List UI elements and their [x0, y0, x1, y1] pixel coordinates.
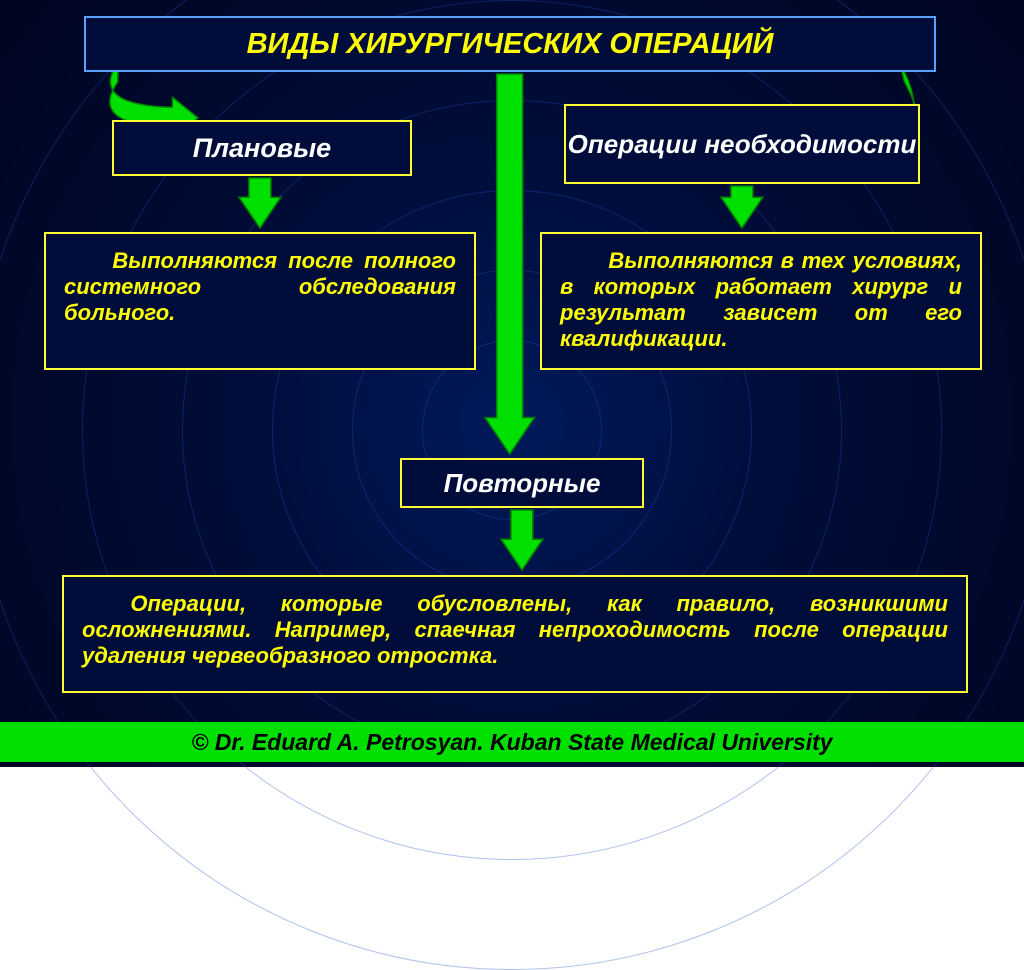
left-title-box: Плановые: [112, 120, 412, 176]
footer-text: © Dr. Eduard A. Petrosyan. Kuban State M…: [191, 729, 832, 756]
left-desc-box: Выполняются после полного системного обс…: [44, 232, 476, 370]
right-desc-box: Выполняются в тех условиях, в которых ра…: [540, 232, 982, 370]
right-title-text: Операции необходимости: [568, 129, 917, 160]
left-title-text: Плановые: [193, 133, 331, 164]
center-title-box: Повторные: [400, 458, 644, 508]
left-desc-text: Выполняются после полного системного обс…: [64, 248, 456, 326]
right-title-box: Операции необходимости: [564, 104, 920, 184]
footer-bar: © Dr. Eduard A. Petrosyan. Kuban State M…: [0, 722, 1024, 762]
main-title-box: ВИДЫ ХИРУРГИЧЕСКИХ ОПЕРАЦИЙ: [84, 16, 936, 72]
center-title-text: Повторные: [444, 468, 601, 499]
bottom-desc-text: Операции, которые обусловлены, как прави…: [82, 591, 948, 669]
main-title-text: ВИДЫ ХИРУРГИЧЕСКИХ ОПЕРАЦИЙ: [247, 28, 774, 61]
bottom-desc-box: Операции, которые обусловлены, как прави…: [62, 575, 968, 693]
right-desc-text: Выполняются в тех условиях, в которых ра…: [560, 248, 962, 352]
